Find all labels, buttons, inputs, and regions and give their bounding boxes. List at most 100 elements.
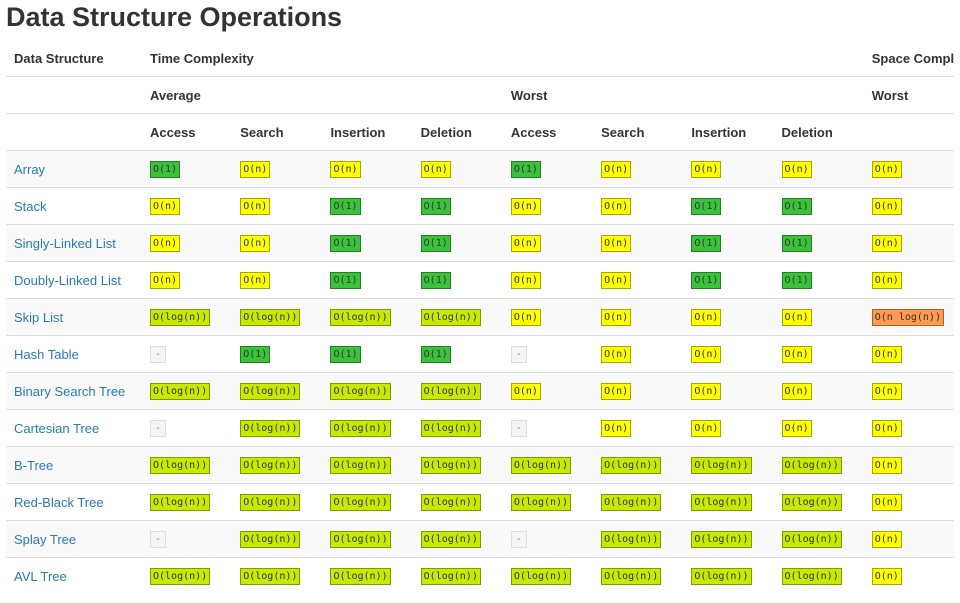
complexity-badge: O(log(n)) [510, 494, 572, 511]
complexity-cell: O(log(n)) [502, 483, 594, 521]
complexity-cell: O(1) [322, 187, 413, 225]
complexity-cell: O(n) [863, 261, 954, 299]
table-row: Skip List O(log(n)) O(log(n)) O(log(n)) O(lo… [6, 298, 954, 336]
structure-link[interactable]: Binary Search Tree [14, 383, 126, 399]
complexity-badge: O(log(n)) [420, 494, 481, 511]
complexity-badge: O(n) [691, 383, 722, 400]
complexity-cell: O(1) [232, 335, 323, 373]
complexity-cell: O(log(n)) [142, 483, 233, 521]
complexity-badge: O(log(n)) [420, 568, 481, 585]
complexity-cell: O(log(n)) [322, 483, 413, 521]
complexity-cell: O(log(n)) [773, 483, 864, 521]
complexity-cell: O(log(n)) [683, 446, 774, 484]
header-cell: Insertion [683, 113, 774, 151]
structure-link[interactable]: Hash Table [14, 346, 79, 362]
structure-link[interactable]: Cartesian Tree [14, 420, 100, 436]
table-row: Binary Search Tree O(log(n)) O(log(n)) O(lo… [6, 372, 954, 410]
complexity-cell: O(log(n)) [322, 446, 413, 484]
complexity-badge: O(log(n)) [330, 309, 391, 326]
structure-link[interactable]: Splay Tree [14, 531, 77, 547]
name-cell: Array [6, 150, 142, 188]
header-cell: Deletion [773, 113, 864, 151]
complexity-badge: O(n) [781, 420, 812, 437]
complexity-badge: O(n) [150, 198, 181, 215]
complexity-cell: O(1) [322, 335, 413, 373]
complexity-cell: O(n) [863, 224, 954, 262]
complexity-badge: O(log(n)) [601, 457, 662, 474]
complexity-badge: O(log(n)) [781, 568, 842, 585]
complexity-cell: O(n) [232, 224, 323, 262]
complexity-cell: O(1) [412, 261, 503, 299]
table-head: Data Structure Time Complexity Space Com… [6, 40, 954, 151]
complexity-badge: O(log(n)) [240, 494, 301, 511]
structure-link[interactable]: Array [14, 161, 46, 177]
complexity-badge: O(log(n)) [240, 420, 301, 437]
complexity-badge: O(n) [871, 198, 902, 215]
complexity-cell: O(1) [683, 187, 774, 225]
header-cell: Data Structure [14, 50, 104, 66]
complexity-badge: O(n) [601, 272, 632, 289]
complexity-cell: O(n) [683, 298, 774, 336]
header-cell: Access [142, 113, 233, 151]
header-cell: Worst [502, 76, 864, 114]
complexity-badge: O(n) [871, 420, 902, 437]
complexity-cell: O(log(n)) [773, 446, 864, 484]
complexity-badge: O(n) [871, 272, 902, 289]
complexity-badge: O(n) [510, 309, 541, 326]
header-cell: Space Complexity [871, 50, 954, 66]
complexity-badge: O(1) [330, 346, 361, 363]
complexity-badge: O(1) [420, 346, 451, 363]
complexity-cell: O(log(n)) [322, 520, 413, 558]
structure-link[interactable]: Singly-Linked List [14, 235, 116, 251]
complexity-cell: O(1) [142, 150, 233, 188]
complexity-cell: O(log(n)) [142, 446, 233, 484]
structure-link[interactable]: Stack [14, 198, 47, 214]
complexity-cell: O(n) [863, 150, 954, 188]
table-row: Doubly-Linked List O(n) O(n) O(1) O(1) O(n) O(… [6, 261, 954, 299]
complexity-cell: O(n) [502, 298, 594, 336]
complexity-badge: O(n) [871, 494, 902, 511]
complexity-badge: O(log(n)) [420, 309, 481, 326]
complexity-badge: O(log(n)) [691, 457, 752, 474]
table-row: Hash Table - O(1) O(1) O(1) - O(n) O(n) O(n) O(n) [6, 335, 954, 373]
complexity-cell: O(n) [502, 372, 594, 410]
header-cell: Insertion [322, 113, 413, 151]
complexity-badge: - [150, 531, 167, 548]
complexity-badge: O(1) [420, 198, 451, 215]
complexity-cell: O(n) [683, 150, 774, 188]
complexity-cell: O(log(n)) [322, 372, 413, 410]
complexity-cell: O(n) [863, 187, 954, 225]
complexity-cell: O(log(n)) [683, 483, 774, 521]
complexity-badge: O(n) [691, 346, 722, 363]
complexity-badge: O(n) [510, 383, 541, 400]
complexity-badge: O(log(n)) [510, 568, 572, 585]
complexity-badge: O(log(n)) [691, 568, 752, 585]
complexity-badge: O(n) [871, 568, 902, 585]
complexity-badge: O(n) [871, 235, 902, 252]
structure-link[interactable]: B-Tree [14, 457, 54, 473]
complexity-cell: O(log(n)) [232, 446, 323, 484]
complexity-cell: O(log(n)) [593, 446, 684, 484]
structure-link[interactable]: AVL Tree [14, 568, 67, 584]
complexity-cell: O(n) [593, 261, 684, 299]
header-cell: Access [502, 113, 594, 151]
complexity-badge: O(n) [150, 272, 181, 289]
complexity-badge: O(1) [150, 161, 181, 178]
structure-link[interactable]: Red-Black Tree [14, 494, 104, 510]
structure-link[interactable]: Skip List [14, 309, 64, 325]
complexity-cell: O(log(n)) [232, 372, 323, 410]
structure-link[interactable]: Doubly-Linked List [14, 272, 121, 288]
complexity-cell: O(n) [683, 409, 774, 447]
header-row: Data Structure Time Complexity Space Com… [6, 40, 954, 77]
header-cell: Deletion [412, 113, 503, 151]
complexity-badge: - [510, 531, 527, 548]
complexity-cell: O(log(n)) [412, 372, 503, 410]
complexity-badge: O(n) [150, 235, 181, 252]
complexity-cell: O(n) [593, 409, 684, 447]
complexity-cell: O(n) [142, 187, 233, 225]
complexity-badge: O(log(n)) [150, 383, 211, 400]
table-row: AVL Tree O(log(n)) O(log(n)) O(log(n)) O(log… [6, 557, 954, 594]
name-cell: Splay Tree [6, 520, 142, 558]
complexity-badge: O(log(n)) [240, 531, 301, 548]
complexity-badge: O(log(n)) [330, 494, 391, 511]
